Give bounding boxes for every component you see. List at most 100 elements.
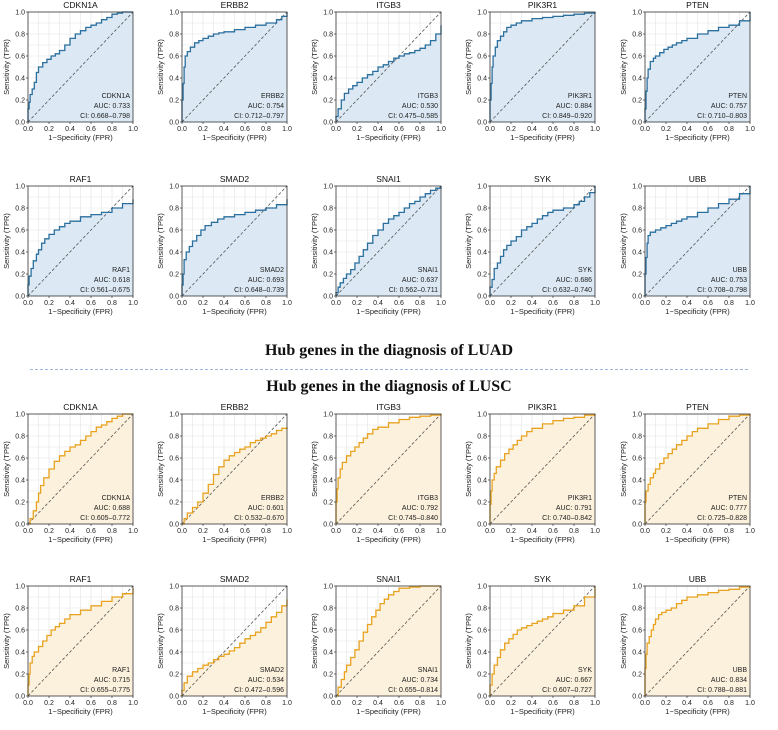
- x-tick-label: 0.4: [373, 300, 383, 307]
- plot-frame: [489, 413, 596, 525]
- x-tick-label: 0.2: [44, 700, 54, 707]
- y-tick-label: 0.2: [632, 672, 642, 679]
- y-tick-label: 0.0: [632, 694, 642, 701]
- roc-curve-line: [489, 586, 596, 696]
- x-tick-label: 0.8: [415, 700, 425, 707]
- x-tick-label: 0.6: [703, 700, 713, 707]
- plot-frame: [489, 11, 596, 123]
- y-tick-label: 0.6: [169, 628, 179, 635]
- plot-frame: [644, 413, 751, 525]
- panel-title: UBB: [689, 174, 707, 184]
- y-axis-label: Sensitivity (TPR): [156, 441, 165, 497]
- y-tick-label: 0.4: [323, 76, 333, 83]
- chance-diagonal-line: [489, 11, 596, 123]
- y-tick-label: 1.0: [477, 584, 487, 591]
- annotation-auc: AUC: 0.686: [556, 277, 592, 284]
- y-tick-label: 0.6: [632, 228, 642, 235]
- x-tick-label: 0.2: [661, 300, 671, 307]
- y-tick-label: 0.0: [169, 522, 179, 529]
- chance-diagonal-line: [644, 185, 751, 297]
- y-tick-label: 0.6: [632, 456, 642, 463]
- x-tick-label: 0.8: [261, 700, 271, 707]
- roc-panel-luad-erbb2: 0.0 0.2 0.4 0.6 0.8 1.0 0.0 0.2 0.4 0.6 0.8 1.0 ERBB…: [156, 0, 292, 142]
- x-tick-label: 1.0: [590, 700, 600, 707]
- y-tick-label: 0.8: [632, 32, 642, 39]
- x-tick-label: 0.4: [682, 126, 692, 133]
- panel-title: PTEN: [686, 402, 709, 412]
- annotation-ci: CI: 0.475–0.585: [388, 113, 438, 120]
- y-tick-label: 0.4: [169, 250, 179, 257]
- y-tick-label: 0.0: [169, 294, 179, 301]
- y-tick-label: 0.6: [169, 228, 179, 235]
- auc-area-fill: [28, 199, 133, 296]
- roc-panel-lusc-snai1: 0.0 0.2 0.4 0.6 0.8 1.0 0.0 0.2 0.4 0.6 0.8 1.0 SNAI…: [310, 574, 446, 716]
- annotation-gene: RAF1: [112, 267, 130, 274]
- plot-frame: [335, 185, 442, 297]
- x-tick-label: 0.4: [527, 528, 537, 535]
- roc-panel-luad-pik3r1: 0.0 0.2 0.4 0.6 0.8 1.0 0.0 0.2 0.4 0.6 0.8 1.0 PIK3…: [464, 0, 600, 142]
- auc-area-fill: [336, 25, 441, 123]
- x-tick-label: 0.8: [569, 126, 579, 133]
- y-tick-label: 0.4: [323, 478, 333, 485]
- x-tick-label: 0.4: [219, 126, 229, 133]
- y-tick-label: 0.2: [477, 672, 487, 679]
- x-tick-label: 0.0: [640, 300, 650, 307]
- x-tick-label: 1.0: [128, 126, 138, 133]
- y-tick-label: 0.0: [477, 694, 487, 701]
- y-tick-label: 1.0: [169, 584, 179, 591]
- plot-frame: [335, 585, 442, 697]
- y-tick-label: 0.4: [15, 250, 25, 257]
- y-axis-label: Sensitivity (TPR): [156, 613, 165, 669]
- annotation-gene: CDKN1A: [102, 495, 131, 502]
- x-tick-label: 0.4: [219, 528, 229, 535]
- panel-title: PIK3R1: [528, 402, 558, 412]
- panel-title: ITGB3: [376, 0, 401, 10]
- y-tick-label: 1.0: [632, 10, 642, 17]
- annotation-gene: ITGB3: [418, 93, 438, 100]
- x-tick-label: 0.2: [44, 126, 54, 133]
- y-axis-label: Sensitivity (TPR): [2, 441, 11, 497]
- y-tick-label: 1.0: [169, 10, 179, 17]
- x-tick-label: 1.0: [590, 126, 600, 133]
- x-tick-label: 0.0: [177, 300, 187, 307]
- y-tick-label: 1.0: [477, 412, 487, 419]
- annotation-gene: PTEN: [728, 495, 747, 502]
- y-tick-label: 0.2: [169, 672, 179, 679]
- y-tick-label: 0.2: [477, 98, 487, 105]
- annotation-gene: PTEN: [728, 93, 747, 100]
- y-tick-label: 0.8: [632, 434, 642, 441]
- x-tick-label: 0.6: [548, 126, 558, 133]
- y-axis-label: Sensitivity (TPR): [464, 613, 473, 669]
- chance-diagonal-line: [335, 413, 442, 525]
- x-tick-label: 0.0: [485, 528, 495, 535]
- y-tick-label: 0.2: [323, 272, 333, 279]
- roc-curve-line: [27, 199, 134, 296]
- x-tick-label: 0.2: [44, 300, 54, 307]
- annotation-auc: AUC: 0.530: [402, 103, 438, 110]
- annotation-gene: UBB: [733, 267, 748, 274]
- x-tick-label: 0.6: [240, 300, 250, 307]
- annotation-gene: SYK: [578, 667, 592, 674]
- x-tick-label: 0.2: [198, 300, 208, 307]
- x-tick-label: 1.0: [282, 700, 292, 707]
- annotation-auc: AUC: 0.688: [94, 505, 130, 512]
- y-tick-label: 0.8: [477, 434, 487, 441]
- y-tick-label: 0.8: [169, 206, 179, 213]
- roc-curve-line: [644, 586, 751, 696]
- y-tick-label: 1.0: [632, 184, 642, 191]
- x-tick-label: 0.0: [23, 300, 33, 307]
- y-tick-label: 1.0: [477, 184, 487, 191]
- annotation-auc: AUC: 0.791: [556, 505, 592, 512]
- x-tick-label: 0.2: [352, 700, 362, 707]
- x-tick-label: 0.8: [569, 700, 579, 707]
- y-tick-label: 0.4: [477, 478, 487, 485]
- y-tick-label: 0.2: [15, 272, 25, 279]
- x-tick-label: 0.2: [661, 126, 671, 133]
- annotation-gene: SMAD2: [260, 267, 284, 274]
- roc-curve-line: [336, 585, 441, 697]
- y-tick-label: 1.0: [323, 584, 333, 591]
- x-tick-label: 0.2: [198, 528, 208, 535]
- x-tick-label: 1.0: [745, 528, 755, 535]
- x-tick-label: 0.6: [86, 300, 96, 307]
- x-tick-label: 0.6: [548, 700, 558, 707]
